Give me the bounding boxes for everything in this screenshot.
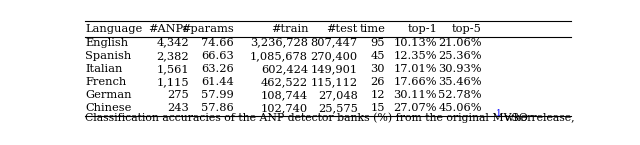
Text: 807,447: 807,447: [310, 38, 358, 48]
Text: 25,575: 25,575: [318, 103, 358, 113]
Text: German: German: [85, 90, 131, 100]
Text: 149,901: 149,901: [310, 64, 358, 74]
Text: 1,115: 1,115: [157, 77, 189, 87]
Text: 25.36%: 25.36%: [438, 51, 482, 61]
Text: 12: 12: [371, 90, 385, 100]
Text: Italian: Italian: [85, 64, 122, 74]
Text: 30.11%: 30.11%: [394, 90, 437, 100]
Text: Classification accuracies of the ANP detector banks (%) from the original MVSO r: Classification accuracies of the ANP det…: [85, 112, 575, 123]
Text: 52.78%: 52.78%: [438, 90, 482, 100]
Text: time: time: [359, 24, 385, 34]
Text: 27,048: 27,048: [318, 90, 358, 100]
Text: 95: 95: [371, 38, 385, 48]
Text: #ANPs: #ANPs: [148, 24, 189, 34]
Text: 275: 275: [168, 90, 189, 100]
Text: 21.06%: 21.06%: [438, 38, 482, 48]
Text: 57.86: 57.86: [201, 103, 234, 113]
Text: 243: 243: [168, 103, 189, 113]
Text: top-1: top-1: [407, 24, 437, 34]
Text: 27.07%: 27.07%: [394, 103, 437, 113]
Text: Spanish: Spanish: [85, 51, 131, 61]
Text: 1: 1: [495, 109, 501, 118]
Text: 108,744: 108,744: [261, 90, 308, 100]
Text: French: French: [85, 77, 126, 87]
Text: 1,561: 1,561: [157, 64, 189, 74]
Text: 15: 15: [371, 103, 385, 113]
Text: #test: #test: [326, 24, 358, 34]
Text: 115,112: 115,112: [310, 77, 358, 87]
Text: 270,400: 270,400: [310, 51, 358, 61]
Text: 4,342: 4,342: [157, 38, 189, 48]
Text: 35.46%: 35.46%: [438, 77, 482, 87]
Text: 63.26: 63.26: [201, 64, 234, 74]
Text: 2,382: 2,382: [157, 51, 189, 61]
Text: 602,424: 602,424: [261, 64, 308, 74]
Text: top-5: top-5: [452, 24, 482, 34]
Text: #params: #params: [181, 24, 234, 34]
Text: 45: 45: [371, 51, 385, 61]
Text: wher: wher: [500, 113, 532, 123]
Text: 45.06%: 45.06%: [438, 103, 482, 113]
Text: 74.66: 74.66: [201, 38, 234, 48]
Text: Chinese: Chinese: [85, 103, 131, 113]
Text: 26: 26: [371, 77, 385, 87]
Text: 102,740: 102,740: [261, 103, 308, 113]
Text: 66.63: 66.63: [201, 51, 234, 61]
Text: 30.93%: 30.93%: [438, 64, 482, 74]
Text: 30: 30: [371, 64, 385, 74]
Text: 17.01%: 17.01%: [394, 64, 437, 74]
Text: 1,085,678: 1,085,678: [250, 51, 308, 61]
Text: English: English: [85, 38, 128, 48]
Text: 3,236,728: 3,236,728: [250, 38, 308, 48]
Text: 10.13%: 10.13%: [394, 38, 437, 48]
Text: #train: #train: [271, 24, 308, 34]
Text: Language: Language: [85, 24, 142, 34]
Text: 17.66%: 17.66%: [394, 77, 437, 87]
Text: 61.44: 61.44: [201, 77, 234, 87]
Text: 462,522: 462,522: [261, 77, 308, 87]
Text: 57.99: 57.99: [201, 90, 234, 100]
Text: 12.35%: 12.35%: [394, 51, 437, 61]
